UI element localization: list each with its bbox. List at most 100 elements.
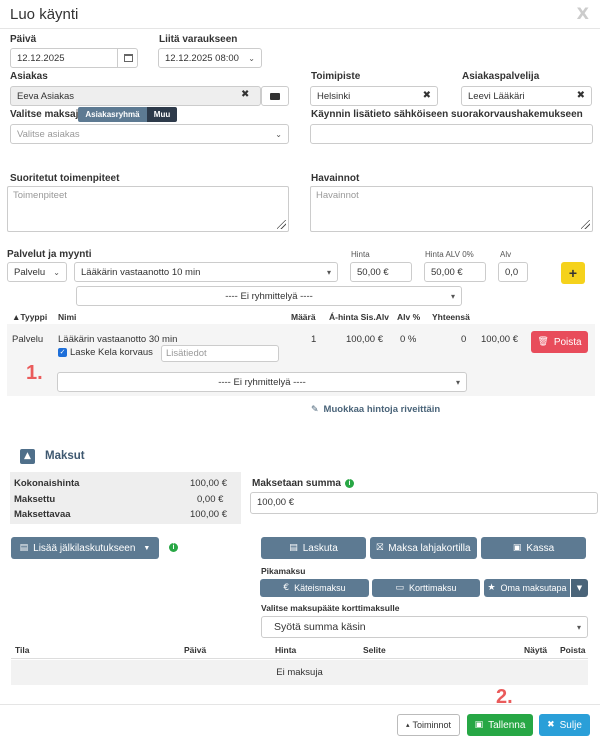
- vat-input[interactable]: 0,0: [498, 262, 528, 282]
- card-icon: ▭: [395, 583, 404, 593]
- close-icon: ✖: [547, 720, 555, 730]
- chevron-down-icon: ⌄: [275, 130, 282, 139]
- paid-label: Maksettu: [14, 494, 56, 505]
- calendar-icon[interactable]: [117, 48, 138, 68]
- col-vat: Alv %: [397, 312, 421, 322]
- payer-group-toggle[interactable]: Asiakasryhmä: [78, 107, 147, 122]
- service-select[interactable]: Lääkärin vastaanotto 10 min ▾: [74, 262, 338, 282]
- cashier-button[interactable]: ▣ Kassa: [481, 537, 586, 559]
- pay-col-date: Päivä: [184, 645, 207, 655]
- card-label: Korttimaksu: [409, 583, 457, 593]
- row-extra-input[interactable]: Lisätiedot: [161, 345, 279, 362]
- payer-placeholder: Valitse asiakas: [17, 129, 80, 140]
- customer-value: Eeva Asiakas: [17, 91, 75, 102]
- add-service-button[interactable]: +: [561, 262, 585, 284]
- date-value: 12.12.2025: [17, 53, 65, 64]
- price-vat-label: Hinta ALV 0%: [425, 250, 474, 259]
- resize-grip-icon[interactable]: [277, 220, 286, 229]
- caret-up-icon: ▴: [405, 721, 410, 729]
- total-value: 100,00 €: [190, 478, 227, 489]
- modal-title: Luo käynti: [10, 6, 79, 23]
- terminal-select[interactable]: Syötä summa käsin ▾: [261, 616, 588, 638]
- resize-grip-icon[interactable]: [581, 220, 590, 229]
- provider-value: Leevi Lääkäri: [468, 91, 525, 102]
- link-booking-select[interactable]: 12.12.2025 08:00 ⌄: [158, 48, 262, 68]
- euro-icon: €: [283, 583, 290, 593]
- amount-input[interactable]: 100,00 €: [250, 492, 598, 514]
- info-icon[interactable]: i: [345, 479, 354, 488]
- kela-checkbox[interactable]: ✓: [58, 348, 67, 357]
- price-vat-input[interactable]: 50,00 €: [424, 262, 486, 282]
- kela-info-label: Käynnin lisätieto sähköiseen suorakorvau…: [311, 109, 583, 120]
- delete-row-button[interactable]: 🗑 Poista: [531, 331, 588, 353]
- link-booking-value: 12.12.2025 08:00: [165, 53, 239, 64]
- save-button[interactable]: ▣ Tallenna: [467, 714, 533, 736]
- payment-summary: [10, 472, 241, 524]
- grouping-select[interactable]: ---- Ei ryhmittelyä ---- ▾: [76, 286, 462, 306]
- chevron-down-icon: ▾: [450, 292, 455, 301]
- col-total: Yhteensä: [432, 312, 470, 322]
- close-icon[interactable]: X: [576, 4, 589, 23]
- pay-col-show: Näytä: [524, 645, 548, 655]
- own-method-button[interactable]: ★ Oma maksutapa: [484, 579, 570, 597]
- procedures-textarea[interactable]: Toimenpiteet: [7, 186, 289, 232]
- paid-value: 0,00 €: [197, 494, 224, 505]
- col-unit-price: Á-hinta Sis.Alv: [329, 312, 389, 322]
- customer-label: Asiakas: [10, 71, 48, 82]
- service-type-select[interactable]: Palvelu ⌄: [7, 262, 67, 282]
- payer-other-toggle[interactable]: Muu: [147, 107, 177, 122]
- provider-label: Asiakaspalvelija: [462, 71, 540, 82]
- giftcard-button[interactable]: ⛝ Maksa lahjakortilla: [370, 537, 477, 559]
- edit-prices-link[interactable]: ✎ Muokkaa hintoja riveittäin: [311, 404, 440, 415]
- row-unit-price: 100,00 €: [346, 334, 383, 345]
- chevron-down-icon: ▾: [326, 268, 331, 277]
- card-button[interactable]: ▭ Korttimaksu: [372, 579, 480, 597]
- date-label: Päivä: [10, 34, 37, 45]
- payments-title: Maksut: [45, 450, 85, 462]
- clear-provider-icon[interactable]: ✖: [576, 90, 585, 101]
- payer-select[interactable]: Valitse asiakas ⌄: [10, 124, 289, 144]
- add-invoice-button[interactable]: ▤ Lisää jälkilaskutukseen ▼: [11, 537, 159, 559]
- delete-label: Poista: [553, 336, 582, 348]
- close-button[interactable]: ✖ Sulje: [539, 714, 590, 736]
- service-type-value: Palvelu: [14, 267, 46, 278]
- own-method-dropdown[interactable]: ▼: [571, 579, 588, 597]
- office-input[interactable]: Helsinki ✖: [310, 86, 438, 106]
- clear-office-icon[interactable]: ✖: [422, 90, 431, 101]
- price-label: Hinta: [351, 250, 370, 259]
- procedures-label: Suoritetut toimenpiteet: [10, 173, 120, 184]
- procedures-placeholder: Toimenpiteet: [13, 190, 67, 201]
- vat-label: Alv: [500, 250, 512, 259]
- row-extra-placeholder: Lisätiedot: [166, 348, 207, 359]
- info-icon[interactable]: i: [169, 543, 178, 552]
- pencil-icon: ✎: [311, 405, 319, 415]
- header-divider: [0, 28, 600, 29]
- price-input[interactable]: 50,00 €: [350, 262, 412, 282]
- footer-divider: [0, 704, 600, 705]
- empty-row: [11, 660, 588, 685]
- clear-customer-icon[interactable]: ✖: [241, 89, 250, 100]
- provider-input[interactable]: Leevi Lääkäri ✖: [461, 86, 592, 106]
- cashier-label: Kassa: [526, 542, 555, 554]
- row-grouping-select[interactable]: ---- Ei ryhmittelyä ---- ▾: [57, 372, 467, 392]
- vat-value: 0,0: [505, 267, 519, 278]
- date-input[interactable]: 12.12.2025: [10, 48, 138, 68]
- annotation-one: 1.: [26, 362, 43, 384]
- office-label: Toimipiste: [311, 71, 361, 82]
- customer-input[interactable]: Eeva Asiakas: [10, 86, 261, 106]
- cash-button[interactable]: € Käteismaksu: [260, 579, 369, 597]
- price-vat-value: 50,00 €: [431, 267, 463, 278]
- actions-button[interactable]: ▴ Toiminnot: [397, 714, 460, 736]
- kela-info-input[interactable]: [310, 124, 593, 144]
- add-invoice-label: Lisää jälkilaskutukseen: [33, 542, 136, 554]
- col-name: Nimi: [58, 312, 77, 322]
- col-type[interactable]: ▲Tyyppi: [12, 312, 48, 322]
- quick-pay-label: Pikamaksu: [261, 566, 306, 576]
- chevron-down-icon: ⌄: [248, 54, 255, 63]
- observations-textarea[interactable]: Havainnot: [310, 186, 593, 232]
- invoice-button[interactable]: ▤ Laskuta: [261, 537, 366, 559]
- divider: [11, 658, 588, 659]
- collapse-payments-icon[interactable]: ▲: [20, 449, 35, 464]
- row-name: Lääkärin vastaanotto 30 min: [58, 334, 178, 345]
- folder-open-icon[interactable]: [261, 86, 289, 106]
